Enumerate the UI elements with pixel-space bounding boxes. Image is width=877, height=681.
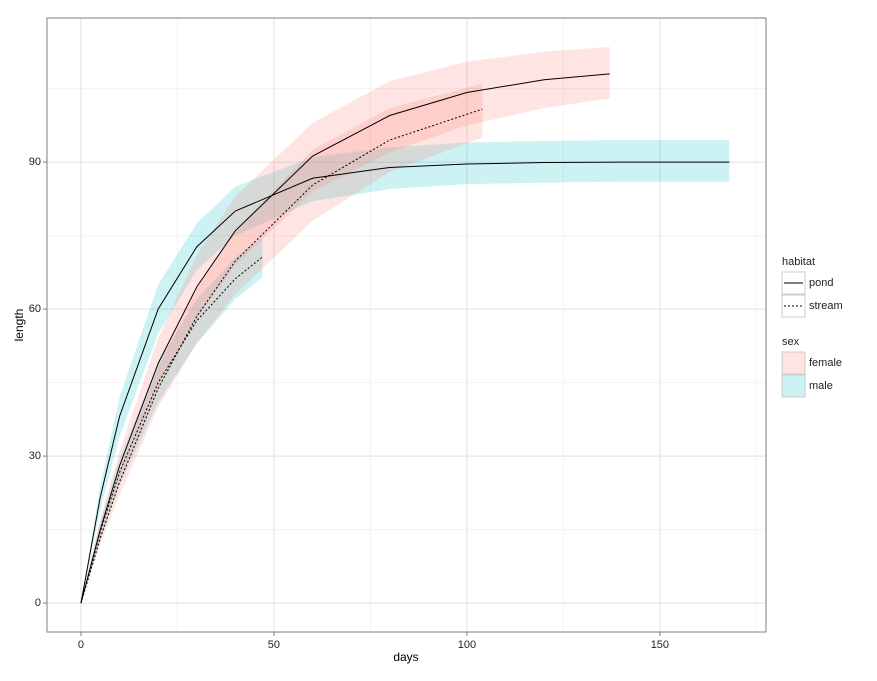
ribbon: [80, 83, 483, 604]
x-tick-label: 0: [78, 639, 84, 651]
legend-label: male: [809, 380, 833, 392]
x-axis-title: days: [393, 650, 418, 664]
ribbon: [80, 238, 263, 604]
legend-key: [781, 374, 806, 398]
legend-key: [781, 351, 806, 375]
y-tick-label: 30: [29, 450, 41, 462]
y-tick-label: 0: [35, 597, 41, 609]
line: [80, 256, 263, 604]
grid: [47, 18, 766, 632]
panel-border: [46, 17, 767, 633]
x-tick-label: 150: [651, 639, 669, 651]
axes: 0 50 100 150 0 30 60 90: [29, 156, 669, 651]
y-tick-label: 90: [29, 156, 41, 168]
lines: [80, 73, 730, 604]
x-tick-label: 100: [458, 639, 476, 651]
line: [80, 73, 610, 604]
legend-title: sex: [782, 336, 800, 348]
line: [80, 161, 730, 604]
legend: habitat pond stream sex female male: [781, 256, 843, 398]
legend-label: stream: [809, 300, 843, 312]
legend-title: habitat: [782, 256, 815, 268]
y-axis-title: length: [12, 309, 26, 342]
ribbons: [80, 46, 730, 604]
legend-label: pond: [809, 277, 833, 289]
y-tick-label: 60: [29, 303, 41, 315]
ribbon: [80, 46, 610, 604]
legend-label: female: [809, 357, 842, 369]
line: [80, 108, 483, 604]
x-tick-label: 50: [268, 639, 280, 651]
